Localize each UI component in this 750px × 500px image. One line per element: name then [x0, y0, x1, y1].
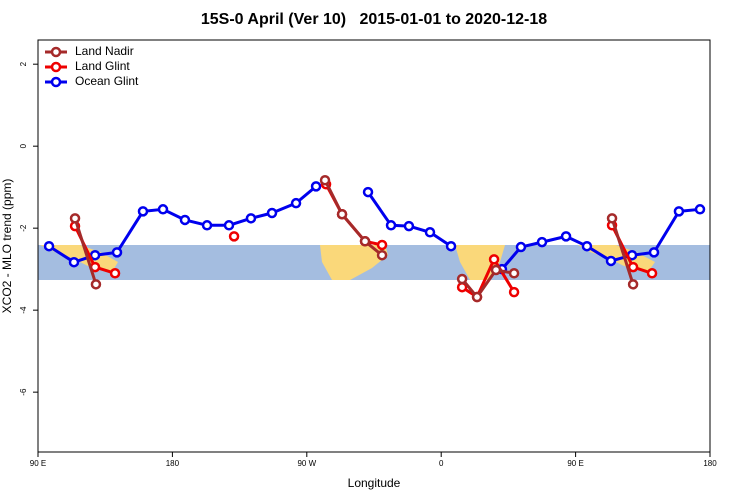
data-point — [424, 227, 436, 238]
data-point — [319, 174, 331, 186]
data-point — [362, 186, 374, 198]
data-point — [627, 279, 639, 290]
data-point — [560, 231, 572, 242]
y-tick-label: -6 — [19, 388, 28, 396]
data-point — [266, 207, 278, 219]
data-point — [290, 197, 302, 209]
plot-frame — [37, 39, 711, 453]
legend-label: Land Nadir — [75, 44, 134, 58]
data-point — [43, 240, 55, 252]
data-point — [179, 214, 191, 226]
data-point — [471, 291, 483, 303]
data-point — [385, 220, 397, 231]
data-point — [376, 239, 388, 251]
series-line — [461, 257, 516, 299]
data-point — [376, 249, 388, 261]
data-point — [508, 268, 520, 279]
data-point — [508, 286, 520, 298]
y-tick-label: -4 — [19, 306, 28, 314]
data-point — [157, 204, 169, 215]
series-line — [460, 268, 515, 299]
x-tick-label: 0 — [439, 459, 444, 468]
data-point — [109, 268, 121, 279]
series-line — [610, 217, 635, 285]
data-point — [627, 261, 639, 273]
legend-label: Ocean Glint — [75, 74, 139, 88]
x-tick-label: 180 — [166, 459, 180, 468]
series-line — [366, 191, 452, 248]
data-point — [359, 236, 371, 247]
y-tick-label: 2 — [19, 61, 28, 66]
y-axis-label: XCO2 - MLO trend (ppm) — [0, 179, 14, 314]
data-point — [137, 206, 149, 217]
data-point — [223, 220, 235, 231]
data-point — [69, 213, 81, 224]
data-point — [648, 247, 660, 258]
data-point — [646, 268, 658, 279]
series-line — [324, 183, 383, 247]
data-point — [536, 236, 548, 248]
chart-title: 15S-0 April (Ver 10) 2015-01-01 to 2020-… — [201, 11, 547, 28]
data-point — [445, 240, 457, 252]
series-line — [500, 207, 701, 271]
data-point — [228, 231, 240, 242]
x-axis-label: Longitude — [348, 476, 401, 490]
x-tick-label: 90 E — [567, 459, 583, 468]
x-tick-label: 180 — [703, 459, 717, 468]
legend-marker — [50, 61, 62, 73]
x-tick-label: 90 W — [297, 459, 316, 468]
data-point — [673, 206, 685, 217]
data-point — [694, 204, 706, 215]
data-point — [68, 256, 80, 268]
data-point — [515, 241, 527, 253]
data-point — [90, 279, 102, 290]
data-point — [456, 273, 468, 285]
legend-label: Land Glint — [75, 59, 130, 73]
map-strip — [38, 245, 710, 280]
series-line — [323, 179, 384, 257]
data-point — [111, 247, 123, 258]
y-tick-label: -2 — [19, 224, 28, 232]
data-point — [490, 264, 502, 276]
data-point — [336, 208, 348, 220]
data-point — [403, 220, 415, 232]
data-point — [89, 249, 101, 261]
x-tick-label: 90 E — [30, 459, 46, 468]
data-point — [488, 254, 500, 265]
legend-marker — [50, 76, 62, 88]
y-tick-label: 0 — [19, 143, 28, 148]
data-point — [581, 240, 593, 252]
data-point — [606, 213, 618, 224]
legend-marker — [50, 46, 62, 58]
series-line — [73, 217, 98, 285]
data-point — [245, 213, 257, 224]
data-point — [201, 220, 213, 231]
data-point — [310, 181, 322, 192]
data-point — [605, 255, 617, 267]
